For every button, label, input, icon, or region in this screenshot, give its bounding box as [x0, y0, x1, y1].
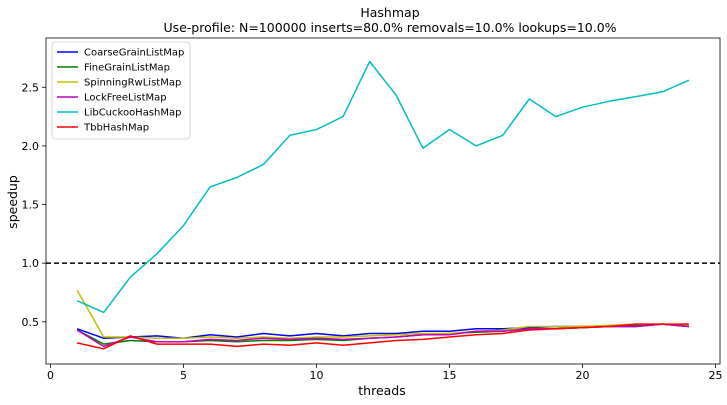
plot-area: 0 5 10 15 20 25 0.5 1.0 1.5 2.0 2.5 [22, 37, 722, 382]
chart-title: Hashmap [360, 5, 419, 20]
legend-label-coarse-grain-list-map: CoarseGrainListMap [84, 48, 184, 59]
legend-label-fine-grain-list-map: FineGrainListMap [84, 63, 170, 74]
x-tick-label: 10 [310, 369, 324, 382]
legend: CoarseGrainListMap FineGrainListMap Spinni… [51, 41, 191, 140]
x-tick-label: 20 [575, 369, 589, 382]
legend-label-tbb-hash-map: TbbHashMap [83, 123, 149, 134]
series-line-spinning-rw-list-map [76, 289, 689, 339]
y-tick-label: 1.0 [22, 257, 40, 270]
y-tick-label: 0.5 [22, 316, 40, 329]
y-tick-label: 2.5 [22, 81, 40, 94]
x-tick-label: 15 [442, 369, 456, 382]
y-axis-label: speedup [5, 175, 20, 229]
plot-frame [45, 37, 721, 365]
legend-box [51, 41, 191, 140]
y-tick-label: 1.5 [22, 199, 40, 212]
chart-subtitle: Use-profile: N=100000 inserts=80.0% remo… [163, 20, 616, 35]
series-line-lib-cuckoo-hash-map [76, 60, 690, 314]
legend-label-lock-free-list-map: LockFreeListMap [84, 93, 167, 104]
x-axis-label: threads [358, 383, 406, 398]
x-tick-label: 25 [708, 369, 722, 382]
legend-label-lib-cuckoo-hash-map: LibCuckooHashMap [84, 108, 182, 119]
series-line-tbb-hash-map [76, 323, 689, 350]
legend-label-spinning-rw-list-map: SpinningRwListMap [84, 78, 181, 89]
x-tick-label: 5 [180, 369, 187, 382]
x-tick-label: 0 [47, 369, 54, 382]
y-tick-label: 2.0 [22, 140, 40, 153]
